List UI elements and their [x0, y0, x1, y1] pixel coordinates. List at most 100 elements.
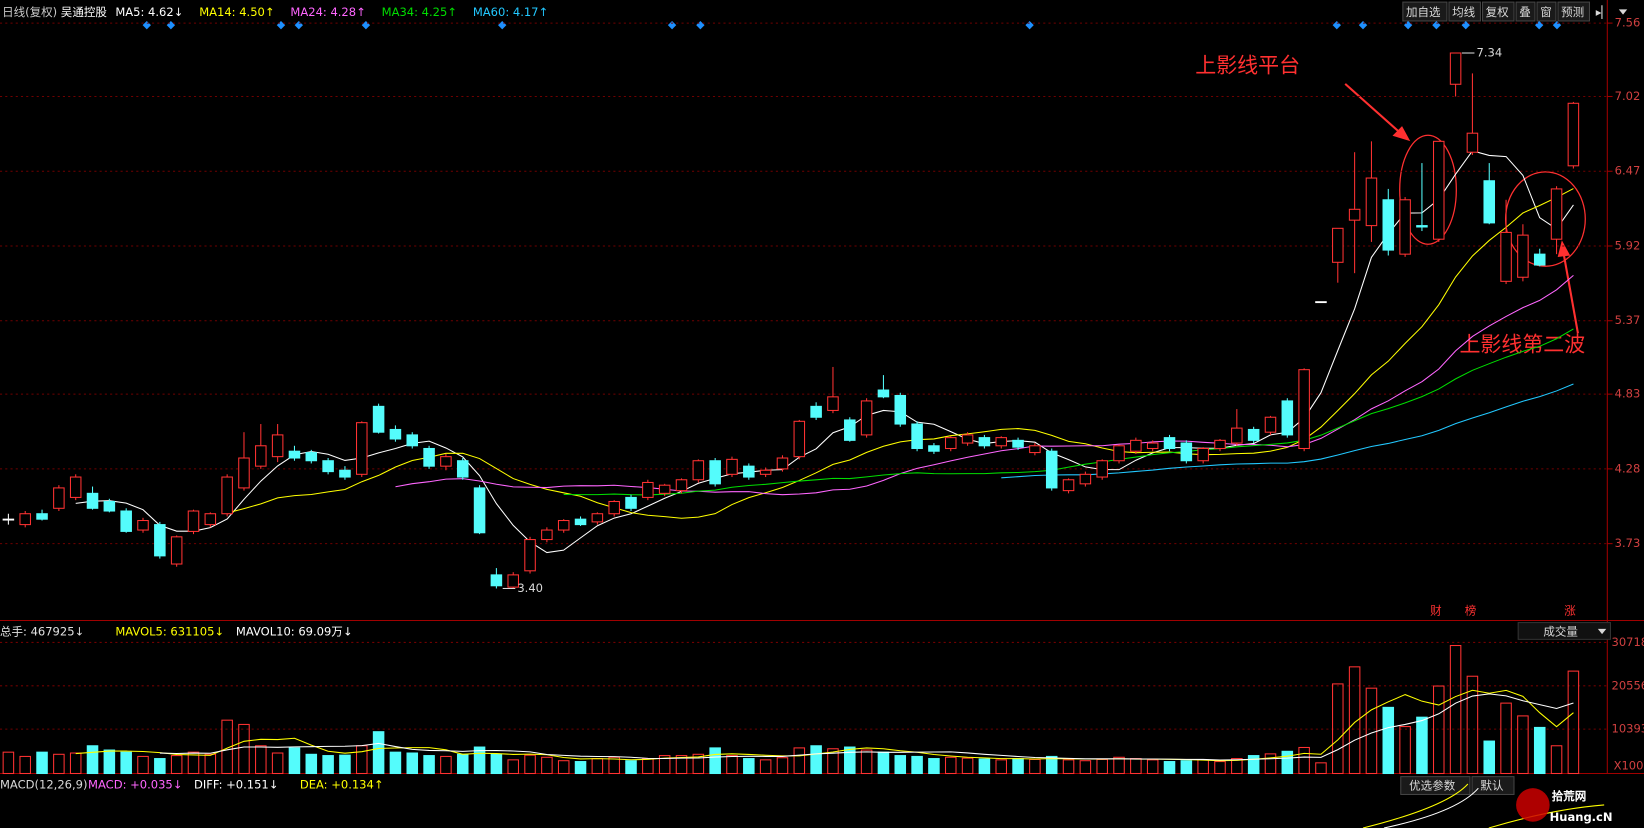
- candle-body[interactable]: [372, 405, 385, 433]
- candle-body[interactable]: [204, 513, 217, 526]
- candle-body[interactable]: [19, 513, 31, 526]
- toolbar-button[interactable]: [1448, 1, 1481, 22]
- volume-bar[interactable]: [625, 760, 637, 775]
- volume-bar[interactable]: [928, 758, 940, 775]
- candle-body[interactable]: [692, 460, 705, 481]
- volume-bar[interactable]: [440, 755, 452, 775]
- candle-body[interactable]: [1231, 427, 1243, 444]
- volume-bar[interactable]: [170, 755, 183, 775]
- volume-bar[interactable]: [507, 759, 519, 775]
- candle-body[interactable]: [170, 536, 183, 565]
- candle-body[interactable]: [36, 513, 48, 520]
- candle-body[interactable]: [1315, 301, 1327, 304]
- candle-body[interactable]: [995, 437, 1008, 447]
- candle-body[interactable]: [860, 400, 873, 436]
- volume-bar[interactable]: [473, 746, 486, 775]
- volume-bar[interactable]: [255, 745, 267, 775]
- volume-bar[interactable]: [1517, 715, 1529, 775]
- volume-bar[interactable]: [1012, 758, 1024, 775]
- candle-body[interactable]: [1029, 445, 1041, 454]
- candle-body[interactable]: [456, 460, 469, 478]
- indicator-select[interactable]: [1517, 622, 1611, 640]
- candle-body[interactable]: [1416, 225, 1428, 228]
- candle-body[interactable]: [743, 465, 755, 478]
- volume-bar[interactable]: [2, 751, 15, 775]
- toolbar-icon[interactable]: [1618, 9, 1628, 15]
- volume-bar[interactable]: [19, 755, 31, 775]
- candle-body[interactable]: [557, 520, 570, 531]
- volume-bar[interactable]: [1180, 760, 1193, 775]
- candle-body[interactable]: [1079, 473, 1092, 485]
- toolbar-button-label[interactable]: 叠: [1519, 5, 1531, 19]
- event-marker[interactable]: 榜: [1465, 604, 1477, 618]
- volume-bar[interactable]: [1214, 761, 1226, 775]
- candle-body[interactable]: [844, 419, 856, 441]
- candle-body[interactable]: [574, 518, 587, 526]
- toolbar-button-label[interactable]: 加自选: [1406, 5, 1441, 19]
- volume-bar[interactable]: [288, 747, 301, 775]
- candle-body[interactable]: [1533, 253, 1546, 266]
- volume-bar[interactable]: [1500, 702, 1512, 775]
- candle-body[interactable]: [1399, 199, 1411, 255]
- candle-body[interactable]: [271, 434, 284, 458]
- candle-body[interactable]: [1298, 369, 1310, 450]
- candle-body[interactable]: [389, 428, 402, 440]
- volume-bar[interactable]: [339, 754, 351, 775]
- macd-button-label[interactable]: 优选参数: [1409, 779, 1456, 793]
- volume-bar[interactable]: [1062, 759, 1075, 775]
- candle-body[interactable]: [978, 437, 991, 447]
- candle-body[interactable]: [137, 520, 149, 531]
- volume-bar[interactable]: [137, 755, 149, 775]
- candle-body[interactable]: [322, 460, 334, 473]
- candle-body[interactable]: [877, 389, 890, 398]
- candle-body[interactable]: [1130, 439, 1142, 452]
- volume-bar[interactable]: [793, 747, 806, 775]
- candle-body[interactable]: [305, 452, 318, 462]
- candle-body[interactable]: [1365, 177, 1378, 227]
- candle-body[interactable]: [541, 529, 553, 541]
- candle-body[interactable]: [255, 445, 267, 467]
- volume-bar[interactable]: [120, 751, 132, 775]
- candle-body[interactable]: [288, 450, 301, 459]
- volume-bar[interactable]: [423, 755, 435, 775]
- volume-bar[interactable]: [53, 753, 65, 775]
- candle-body[interactable]: [810, 405, 822, 418]
- volume-bar[interactable]: [1079, 760, 1092, 775]
- candle-body[interactable]: [776, 457, 789, 470]
- candle-body[interactable]: [2, 518, 15, 521]
- candle-body[interactable]: [1466, 132, 1479, 153]
- volume-bar[interactable]: [187, 751, 200, 775]
- volume-bar[interactable]: [86, 745, 99, 775]
- volume-bar[interactable]: [305, 753, 318, 775]
- candle-body[interactable]: [1247, 428, 1260, 441]
- candle-body[interactable]: [524, 539, 536, 572]
- candle-body[interactable]: [423, 447, 435, 467]
- candle-body[interactable]: [473, 487, 486, 534]
- volume-bar[interactable]: [524, 754, 536, 775]
- volume-bar[interactable]: [1113, 756, 1125, 775]
- volume-bar[interactable]: [541, 756, 553, 775]
- candle-body[interactable]: [1483, 180, 1496, 224]
- volume-bar[interactable]: [389, 751, 402, 775]
- volume-bar[interactable]: [743, 758, 755, 775]
- volume-bar[interactable]: [759, 759, 772, 775]
- volume-bar[interactable]: [322, 755, 334, 775]
- candle-body[interactable]: [1264, 416, 1277, 433]
- volume-bar[interactable]: [221, 719, 233, 775]
- indicator-select-label[interactable]: 成交量: [1543, 625, 1578, 639]
- macd-button[interactable]: [1400, 776, 1471, 795]
- event-marker[interactable]: 涨: [1564, 604, 1576, 618]
- volume-bar[interactable]: [69, 752, 82, 775]
- volume-bar[interactable]: [1449, 644, 1462, 775]
- candle-body[interactable]: [625, 496, 637, 509]
- candle-body[interactable]: [827, 396, 839, 411]
- volume-bar[interactable]: [995, 759, 1008, 775]
- volume-bar[interactable]: [1146, 759, 1159, 775]
- volume-bar[interactable]: [1483, 740, 1496, 775]
- volume-bar[interactable]: [911, 755, 923, 775]
- volume-bar[interactable]: [271, 752, 284, 775]
- candle-body[interactable]: [1382, 199, 1395, 251]
- candle-body[interactable]: [1449, 52, 1462, 85]
- toolbar-button[interactable]: [1482, 1, 1515, 22]
- volume-bar[interactable]: [36, 751, 48, 775]
